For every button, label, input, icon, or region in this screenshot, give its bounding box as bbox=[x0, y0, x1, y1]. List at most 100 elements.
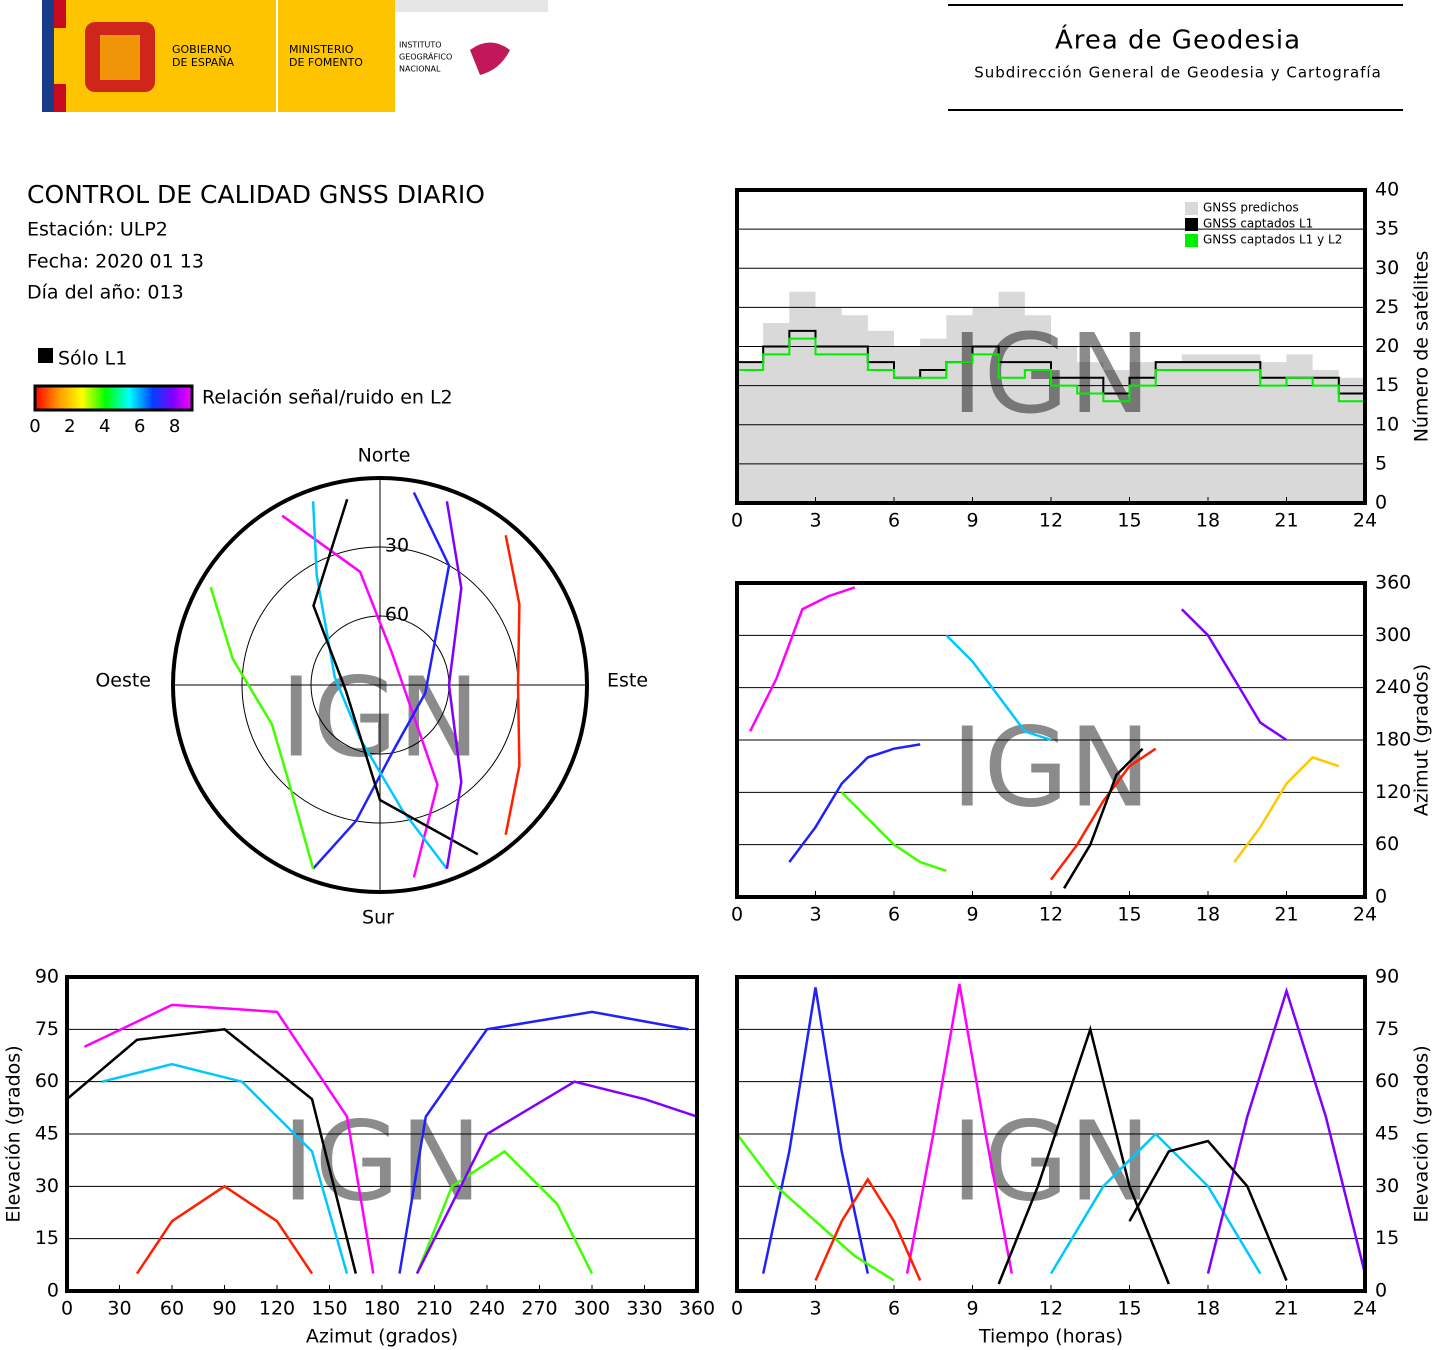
org-text: NACIONAL bbox=[399, 65, 441, 74]
track bbox=[840, 791, 947, 872]
track bbox=[312, 498, 479, 856]
x-tick-label: 12 bbox=[1039, 904, 1063, 926]
y-tick-label: 120 bbox=[1375, 781, 1411, 803]
legend-label: GNSS captados L1 y L2 bbox=[1203, 233, 1342, 247]
org-text: MINISTERIO bbox=[289, 43, 354, 56]
x-tick-label: 150 bbox=[311, 1298, 347, 1320]
legend-swatch bbox=[1185, 218, 1198, 231]
y-tick-label: 60 bbox=[1375, 833, 1399, 855]
y-tick-label: 300 bbox=[1375, 624, 1411, 646]
y-axis-label: Elevación (grados) bbox=[1411, 1045, 1433, 1222]
x-tick-label: 12 bbox=[1039, 1298, 1063, 1320]
logo-block bbox=[42, 0, 548, 112]
legend-text: Sólo L1 bbox=[58, 348, 127, 370]
y-tick-label: 40 bbox=[1375, 179, 1399, 201]
x-tick-label: 300 bbox=[574, 1298, 610, 1320]
y-tick-label: 25 bbox=[1375, 296, 1399, 318]
y-tick-label: 45 bbox=[1375, 1123, 1399, 1145]
header-title: Área de Geodesia bbox=[1055, 24, 1301, 56]
x-tick-label: 6 bbox=[888, 904, 900, 926]
watermark: IGN bbox=[951, 1097, 1151, 1225]
direction-label: Este bbox=[607, 670, 648, 692]
track bbox=[83, 1003, 375, 1274]
y-axis-label: Azimut (grados) bbox=[1411, 664, 1433, 816]
org-text: DE ESPAÑA bbox=[172, 56, 235, 69]
legend-label: GNSS predichos bbox=[1203, 201, 1299, 215]
ring-label: 30 bbox=[385, 535, 409, 557]
report-doy: Día del año: 013 bbox=[27, 282, 184, 304]
x-tick-label: 18 bbox=[1196, 1298, 1220, 1320]
y-tick-label: 0 bbox=[1375, 886, 1387, 908]
track bbox=[281, 514, 439, 878]
y-tick-label: 90 bbox=[35, 966, 59, 988]
y-tick-label: 75 bbox=[1375, 1018, 1399, 1040]
y-tick-label: 30 bbox=[35, 1175, 59, 1197]
y-tick-label: 15 bbox=[1375, 1227, 1399, 1249]
track bbox=[135, 1184, 314, 1275]
y-tick-label: 15 bbox=[1375, 374, 1399, 396]
report-date: Fecha: 2020 01 13 bbox=[27, 251, 204, 273]
track bbox=[1050, 747, 1157, 881]
y-tick-label: 60 bbox=[35, 1070, 59, 1092]
plot-frame bbox=[735, 581, 1367, 899]
track bbox=[788, 743, 921, 863]
x-tick-label: 9 bbox=[966, 510, 978, 532]
org-text: GEOGRÁFICO bbox=[399, 51, 452, 62]
track bbox=[312, 491, 451, 870]
y-tick-label: 15 bbox=[35, 1227, 59, 1249]
x-tick-label: 9 bbox=[966, 1298, 978, 1320]
x-tick-label: 12 bbox=[1039, 510, 1063, 532]
step-line bbox=[737, 329, 1366, 395]
x-tick-label: 18 bbox=[1196, 510, 1220, 532]
x-tick-label: 3 bbox=[809, 1298, 821, 1320]
track bbox=[1233, 755, 1340, 863]
x-tick-label: 60 bbox=[160, 1298, 184, 1320]
track bbox=[504, 534, 521, 836]
x-tick-label: 15 bbox=[1117, 510, 1141, 532]
y-tick-label: 5 bbox=[1375, 452, 1387, 474]
org-text: DE FOMENTO bbox=[289, 56, 363, 69]
y-tick-label: 30 bbox=[1375, 257, 1399, 279]
x-tick-label: 30 bbox=[107, 1298, 131, 1320]
ring-label: 60 bbox=[385, 604, 409, 626]
x-tick-label: 3 bbox=[809, 510, 821, 532]
area bbox=[737, 291, 1365, 503]
plot-frame bbox=[65, 975, 699, 1293]
y-axis-label: Número de satélites bbox=[1411, 251, 1433, 443]
x-tick-label: 9 bbox=[966, 904, 978, 926]
track bbox=[445, 501, 463, 869]
y-tick-label: 60 bbox=[1375, 1070, 1399, 1092]
x-tick-label: 24 bbox=[1353, 904, 1377, 926]
track bbox=[748, 586, 856, 732]
x-tick-label: 3 bbox=[809, 904, 821, 926]
y-tick-label: 90 bbox=[1375, 966, 1399, 988]
x-tick-label: 120 bbox=[259, 1298, 295, 1320]
track bbox=[1049, 1132, 1262, 1275]
x-axis-label: Azimut (grados) bbox=[306, 1326, 458, 1348]
x-tick-label: 210 bbox=[416, 1298, 452, 1320]
charts: 0 2 4 6 83060IGNNorteSurEsteOeste05101520253… bbox=[3, 179, 1433, 1348]
y-tick-label: 20 bbox=[1375, 335, 1399, 357]
y-tick-label: 30 bbox=[1375, 1175, 1399, 1197]
x-tick-label: 21 bbox=[1274, 1298, 1298, 1320]
track bbox=[66, 1027, 358, 1274]
direction-label: Norte bbox=[358, 445, 411, 467]
track bbox=[761, 987, 870, 1274]
track bbox=[945, 634, 1052, 742]
track bbox=[814, 1177, 922, 1282]
legend-swatch bbox=[38, 348, 53, 363]
track bbox=[997, 1024, 1170, 1285]
x-tick-label: 24 bbox=[1353, 1298, 1377, 1320]
x-axis-label: Tiempo (horas) bbox=[978, 1326, 1123, 1348]
track bbox=[1180, 608, 1288, 742]
x-tick-label: 0 bbox=[731, 904, 743, 926]
x-tick-label: 6 bbox=[888, 510, 900, 532]
x-tick-label: 21 bbox=[1274, 904, 1298, 926]
y-tick-label: 0 bbox=[47, 1280, 59, 1302]
x-tick-label: 90 bbox=[212, 1298, 236, 1320]
y-tick-label: 35 bbox=[1375, 218, 1399, 240]
track bbox=[101, 1062, 349, 1274]
report-station: Estación: ULP2 bbox=[27, 219, 168, 241]
colorbar-tick-label: 0 bbox=[29, 416, 40, 437]
